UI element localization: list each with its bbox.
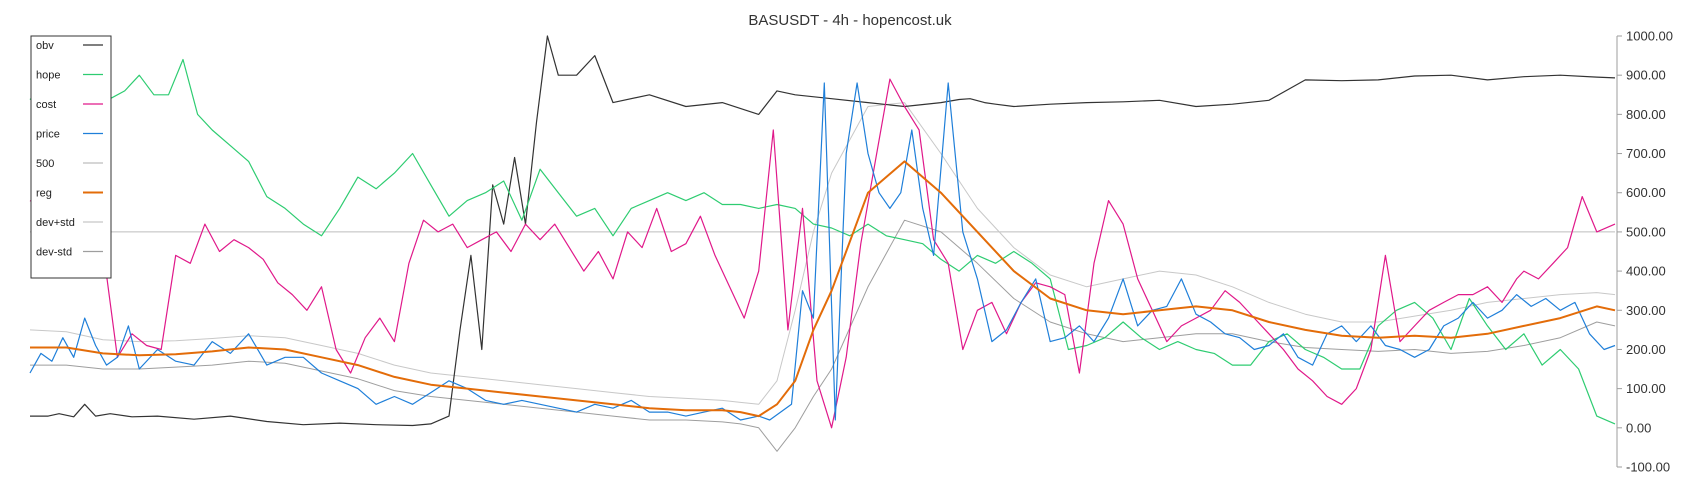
y-tick-label: -100.00 (1626, 460, 1670, 475)
y-tick-label: 100.00 (1626, 381, 1666, 396)
y-tick-label: 500.00 (1626, 224, 1666, 239)
y-tick-label: 1000.00 (1626, 29, 1673, 44)
y-tick-label: 600.00 (1626, 185, 1666, 200)
legend-label: dev+std (36, 217, 75, 229)
legend-entry-cost: cost (36, 99, 103, 111)
y-axis: 1000.00 900.00 800.00 700.00 600.00 500.00 400… (1616, 29, 1673, 475)
y-tick-label: 0.00 (1626, 420, 1651, 435)
series-line-dev-std (30, 219, 1616, 452)
legend-label: 500 (36, 158, 54, 170)
series-line-hope (29, 58, 1616, 425)
series-line-obv (30, 35, 1616, 427)
legend-entry-obv: obv (36, 40, 103, 52)
series-line-cost (29, 78, 1616, 429)
series-line-price (29, 82, 1616, 421)
legend-entry-reg: reg (36, 188, 103, 200)
legend-label: obv (36, 40, 54, 52)
legend-entry-dev-std: dev+std (36, 217, 103, 229)
y-tick-label: 700.00 (1626, 146, 1666, 161)
legend-box (30, 35, 112, 279)
legend-label: reg (36, 188, 52, 200)
legend-entry-500: 500 (36, 158, 103, 170)
series-line-reg (30, 160, 1616, 418)
legend-entry-price: price (36, 129, 103, 141)
y-tick-label: 900.00 (1626, 68, 1666, 83)
legend-entry-hope: hope (36, 70, 103, 82)
legend-label: hope (36, 70, 60, 82)
legend-entry-dev-std: dev-std (36, 247, 103, 259)
y-tick-label: 300.00 (1626, 303, 1666, 318)
legend-label: cost (36, 99, 56, 111)
y-tick-label: 400.00 (1626, 264, 1666, 279)
y-tick-label: 800.00 (1626, 107, 1666, 122)
chart-title: BASUSDT - 4h - hopencost.uk (748, 12, 952, 29)
legend-label: price (36, 129, 60, 141)
series-line-dev-std (29, 102, 1616, 405)
plot-area (29, 35, 1616, 452)
legend: obv hope cost price 500 reg dev+std dev-std (30, 35, 112, 279)
legend-label: dev-std (36, 247, 72, 259)
y-tick-label: 200.00 (1626, 342, 1666, 357)
